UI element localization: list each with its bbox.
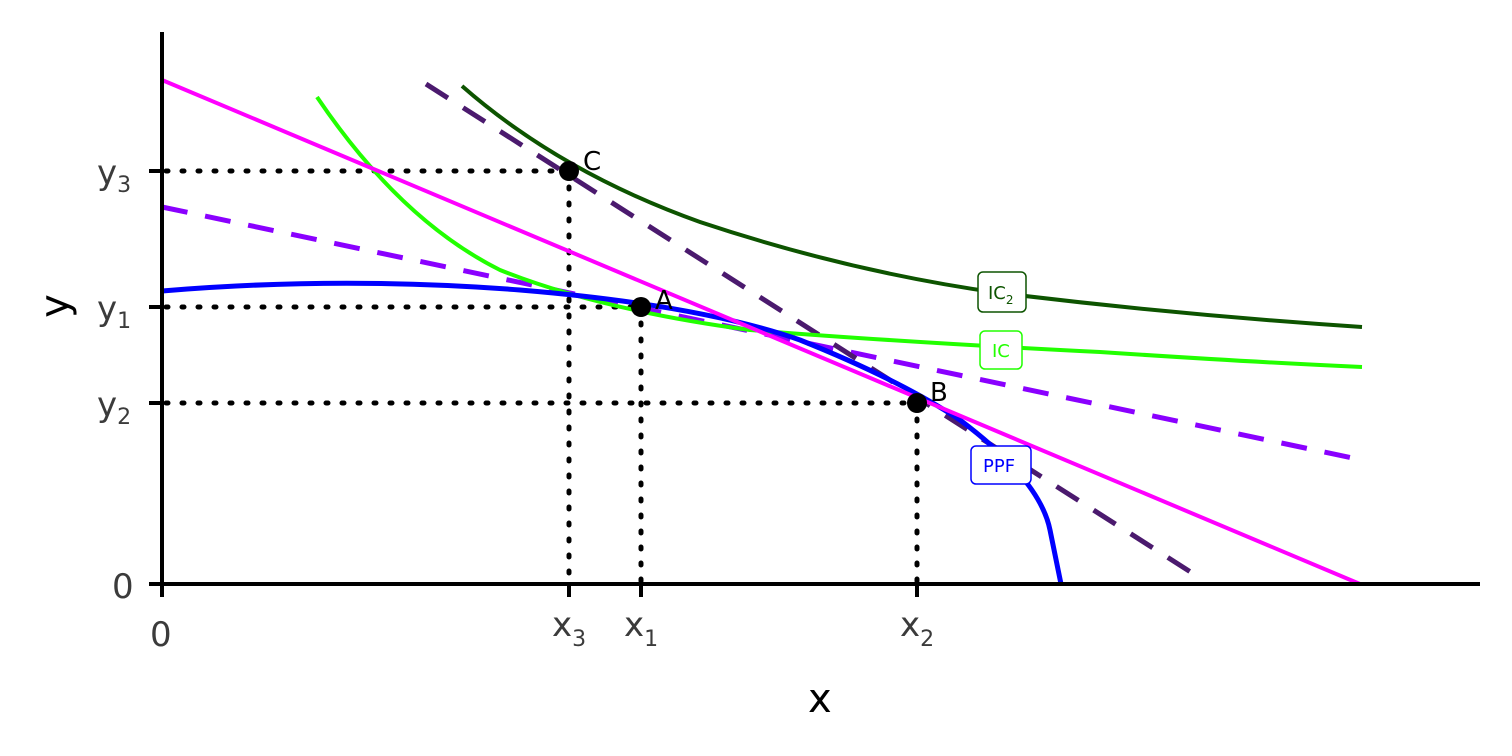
ppf-label-text: PPF (983, 456, 1015, 477)
ic2-curve (460, 84, 1363, 329)
ppf-curve-label: PPF (970, 445, 1032, 485)
dashed-purple-line (161, 204, 1363, 463)
budget-line (161, 78, 1361, 586)
x-tick-label-x2: x2 (900, 605, 934, 652)
point-b-marker (907, 393, 927, 413)
y-tick-label-0: 0 (112, 567, 134, 607)
y-tick-label-y3: y3 (97, 153, 131, 198)
y-axis-title: y (32, 294, 78, 318)
y-tick-label-y1: y1 (97, 289, 131, 334)
dashed-dark-line (424, 81, 1202, 581)
x-tick-label-x3: x3 (552, 605, 586, 652)
point-c-marker (559, 161, 579, 181)
ppf-curve (161, 280, 1064, 585)
guide-lines (163, 168, 920, 587)
point-c-label: C (583, 147, 601, 177)
point-a-marker (631, 297, 651, 317)
ic-curve-label: IC (979, 330, 1023, 370)
x-tick-label-0: 0 (150, 615, 172, 655)
point-a-label: A (655, 286, 673, 316)
point-b-label: B (930, 378, 948, 408)
ic-curve (315, 95, 1363, 369)
svg-text:IC2: IC2 (988, 283, 1014, 307)
x-tick-label-x1: x1 (624, 605, 658, 652)
x-axis-title: x (808, 676, 832, 722)
ic2-label-sub: 2 (1006, 293, 1014, 307)
axes (149, 32, 1480, 597)
ic2-label-base: IC (988, 283, 1006, 304)
ic-label-text: IC (992, 341, 1010, 362)
ic2-curve-label: IC2 (977, 271, 1027, 313)
y-tick-label-y2: y2 (97, 385, 131, 430)
